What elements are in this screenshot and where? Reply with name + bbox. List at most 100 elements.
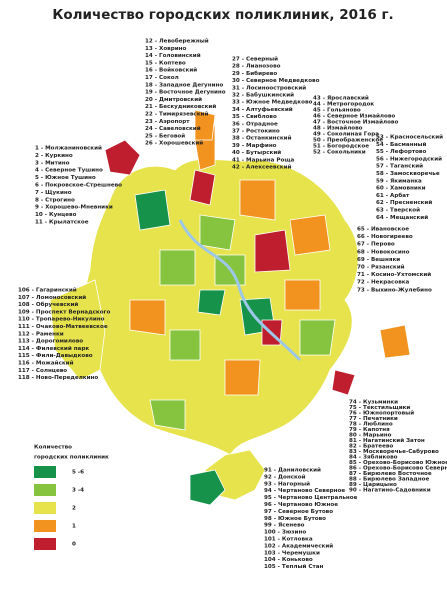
district-label: 57 - Таганский bbox=[376, 163, 423, 170]
district-label: 90 - Нагатино-Садовники bbox=[349, 488, 431, 494]
district-label: 9 - Хорошево-Мневники bbox=[35, 205, 113, 211]
district-label: 75 - Текстильщики bbox=[349, 405, 410, 411]
district-label: 41 - Марьина Роща bbox=[232, 157, 295, 163]
district bbox=[189, 169, 216, 206]
district bbox=[194, 109, 216, 141]
district-label: 32 - Бабушкинский bbox=[232, 92, 294, 99]
district-label: 15 - Коптево bbox=[145, 60, 186, 66]
district-label: 28 - Лианозово bbox=[232, 64, 281, 70]
district-label: 25 - Беговой bbox=[145, 132, 185, 139]
title: Количество городских поликлиник, 2016 г. bbox=[52, 7, 393, 23]
district bbox=[197, 289, 226, 316]
district-label: 5 - Южное Тушино bbox=[35, 175, 96, 181]
district-label: 82 - Братеево bbox=[349, 444, 393, 450]
map bbox=[49, 109, 411, 506]
district-label: 34 - Алтуфьевский bbox=[232, 106, 293, 113]
district-label: 110 - Тропарево-Никулино bbox=[18, 317, 105, 323]
district-label: 3 - Митино bbox=[35, 160, 70, 166]
district-label: 68 - Новокосино bbox=[357, 249, 410, 255]
legend-swatch bbox=[34, 484, 56, 496]
district-label: 77 - Печатники bbox=[349, 416, 398, 422]
district-label: 105 - Теплый Стан bbox=[264, 563, 324, 570]
district-label: 6 - Покровское-Стрешнево bbox=[35, 183, 122, 189]
district-label: 67 - Перово bbox=[357, 242, 395, 248]
district-label: 93 - Нагорный bbox=[264, 480, 310, 487]
district-label: 24 - Савеловский bbox=[145, 125, 201, 132]
district-label: 38 - Останкинский bbox=[232, 135, 292, 142]
district bbox=[254, 229, 291, 273]
district-label: 71 - Косино-Ухтомский bbox=[357, 271, 431, 278]
district-label: 46 - Северное Измайлово bbox=[313, 113, 395, 120]
district-label: 63 - Тверской bbox=[376, 207, 420, 214]
district-label: 98 - Южное Бутово bbox=[264, 516, 326, 522]
district-label: 47 - Восточное Измайлово bbox=[313, 119, 398, 126]
district-label: 114 - Филевский парк bbox=[18, 345, 89, 352]
district-label: 18 - Западное Дегунино bbox=[145, 82, 223, 88]
district-label: 26 - Хорошевский bbox=[145, 140, 203, 147]
district-label: 16 - Войковский bbox=[145, 67, 197, 74]
legend-label: 1 bbox=[72, 524, 76, 530]
district-label: 35 - Свиблово bbox=[232, 113, 277, 120]
district-label: 21 - Бескудниковский bbox=[145, 103, 216, 110]
district-label: 54 - Басманный bbox=[376, 141, 426, 148]
district-label: 1 - Молжаниновский bbox=[35, 145, 102, 152]
district-label: 92 - Донской bbox=[264, 473, 306, 480]
district-label: 58 - Замоскворечье bbox=[376, 171, 440, 177]
district-label: 84 - Зябликово bbox=[349, 454, 398, 461]
district-label: 118 - Ново-Переделкино bbox=[18, 375, 98, 381]
legend-title: Количество bbox=[34, 445, 72, 451]
district-label: 95 - Чертаново Центральное bbox=[264, 495, 358, 501]
district-label: 107 - Ломоносовский bbox=[18, 294, 86, 301]
district-label: 30 - Северное Медведково bbox=[232, 78, 320, 84]
district bbox=[159, 249, 196, 286]
district-label: 53 - Красносельский bbox=[376, 134, 443, 141]
district-label: 59 - Якиманка bbox=[376, 178, 422, 184]
district-label: 45 - Гольяново bbox=[313, 108, 361, 114]
legend-swatch bbox=[34, 520, 56, 532]
district bbox=[129, 299, 166, 336]
district-label: 91 - Даниловский bbox=[264, 467, 321, 474]
district-label: 72 - Некрасовка bbox=[357, 280, 410, 286]
district-label: 29 - Бибирево bbox=[232, 70, 277, 77]
legend-swatch bbox=[34, 502, 56, 514]
district-label: 102 - Академический bbox=[264, 542, 333, 549]
district bbox=[379, 324, 411, 359]
district-label: 36 - Отрадное bbox=[232, 121, 278, 127]
legend-swatch bbox=[34, 538, 56, 550]
legend-label: 5 -6 bbox=[72, 470, 84, 476]
district-label: 115 - Фили-Давыдково bbox=[18, 353, 93, 359]
district-label: 88 - Бирюлево Западное bbox=[349, 477, 429, 483]
district bbox=[134, 189, 171, 231]
district-label: 31 - Лосиноостровский bbox=[232, 84, 306, 91]
district-label: 51 - Богородское bbox=[313, 144, 369, 150]
legend: Количество городских поликлиник bbox=[34, 445, 109, 461]
district-label: 78 - Люблино bbox=[349, 421, 393, 428]
legend-title: городских поликлиник bbox=[34, 455, 109, 461]
district bbox=[49, 279, 106, 381]
district bbox=[224, 359, 261, 396]
district-label: 65 - Ивановское bbox=[357, 227, 409, 233]
district-label: 20 - Дмитровский bbox=[145, 96, 202, 103]
district-label: 8 - Строгино bbox=[35, 197, 75, 203]
district-label: 117 - Солнцево bbox=[18, 368, 67, 374]
district-label: 2 - Куркино bbox=[35, 153, 73, 159]
district-label: 111 - Очаково-Матвеевское bbox=[18, 324, 108, 330]
legend-label: 0 bbox=[72, 542, 76, 548]
district-label: 89 - Царицыно bbox=[349, 482, 397, 488]
district-label: 19 - Восточное Дегунино bbox=[145, 90, 226, 96]
district bbox=[104, 139, 141, 176]
district-label: 64 - Мещанский bbox=[376, 214, 428, 221]
district-label: 55 - Лефортово bbox=[376, 148, 426, 155]
district-label: 52 - Сокольники bbox=[313, 150, 366, 156]
district-label: 44 - Метрогородок bbox=[313, 102, 374, 108]
legend-label: 2 bbox=[72, 506, 76, 512]
district-label: 109 - Проспект Вернадского bbox=[18, 309, 110, 315]
district-label: 39 - Марфино bbox=[232, 142, 277, 149]
district-label: 99 - Ясенево bbox=[264, 523, 305, 529]
district bbox=[169, 329, 201, 361]
district-label: 60 - Хамовники bbox=[376, 186, 426, 192]
district-label: 37 - Ростокино bbox=[232, 129, 280, 135]
legend-label: 3 -4 bbox=[72, 488, 84, 494]
district-label: 23 - Аэропорт bbox=[145, 119, 190, 125]
